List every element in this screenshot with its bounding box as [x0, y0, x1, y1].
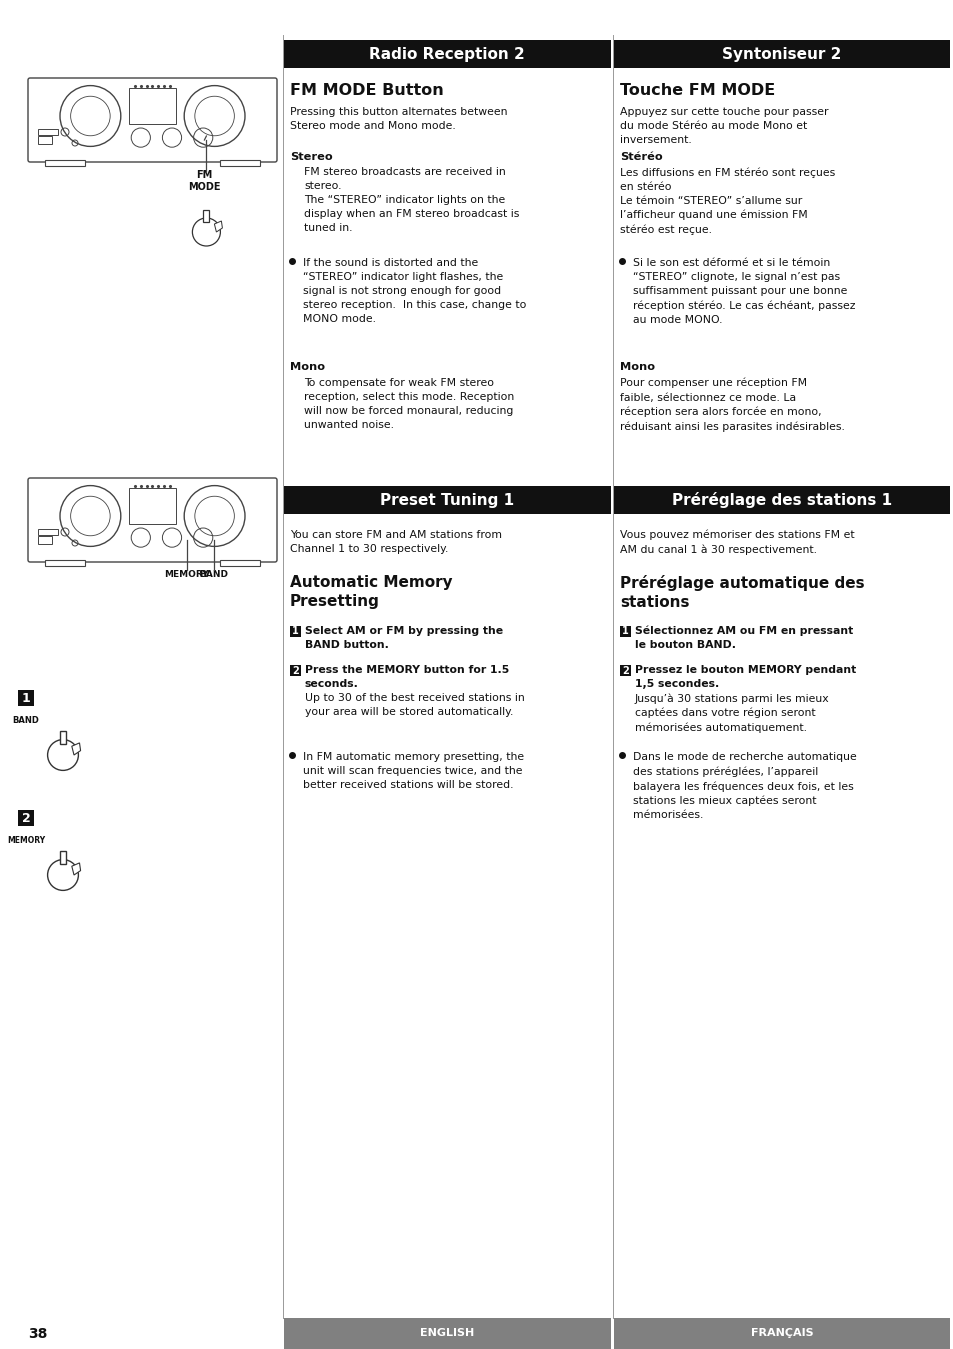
Text: BAND: BAND: [199, 571, 228, 579]
Text: Les diffusions en FM stéréo sont reçues
en stéréo
Le témoin “STEREO” s’allume su: Les diffusions en FM stéréo sont reçues …: [619, 167, 835, 235]
Text: To compensate for weak FM stereo
reception, select this mode. Reception
will now: To compensate for weak FM stereo recepti…: [304, 378, 514, 430]
Text: If the sound is distorted and the
“STEREO” indicator light flashes, the
signal i: If the sound is distorted and the “STERE…: [303, 258, 526, 324]
Bar: [220, 560, 260, 567]
Bar: [614, 1318, 949, 1349]
Text: Select AM or FM by pressing the
BAND button.: Select AM or FM by pressing the BAND but…: [305, 626, 502, 650]
Text: BAND: BAND: [12, 716, 39, 724]
Text: FM
MODE: FM MODE: [188, 170, 220, 192]
Bar: [45, 161, 85, 166]
FancyBboxPatch shape: [28, 478, 276, 563]
Bar: [18, 809, 34, 826]
Text: FM stereo broadcasts are received in
stereo.
The “STEREO” indicator lights on th: FM stereo broadcasts are received in ste…: [304, 167, 518, 233]
Bar: [619, 626, 630, 637]
Text: Pressing this button alternates between
Stereo mode and Mono mode.: Pressing this button alternates between …: [290, 107, 507, 131]
Bar: [284, 486, 610, 514]
Polygon shape: [60, 851, 66, 863]
Text: Radio Reception 2: Radio Reception 2: [369, 46, 524, 62]
Text: In FM automatic memory presetting, the
unit will scan frequencies twice, and the: In FM automatic memory presetting, the u…: [303, 751, 523, 791]
Bar: [38, 130, 58, 135]
Bar: [284, 40, 610, 67]
Text: Préréglage automatique des
stations: Préréglage automatique des stations: [619, 575, 863, 610]
Polygon shape: [214, 221, 222, 232]
Bar: [614, 486, 949, 514]
Text: ENGLISH: ENGLISH: [419, 1329, 474, 1338]
Text: FM MODE Button: FM MODE Button: [290, 84, 443, 98]
Polygon shape: [71, 743, 80, 755]
Text: Si le son est déformé et si le témoin
“STEREO” clignote, le signal n’est pas
suf: Si le son est déformé et si le témoin “S…: [633, 258, 855, 325]
Text: Sélectionnez AM ou FM en pressant
le bouton BAND.: Sélectionnez AM ou FM en pressant le bou…: [635, 626, 852, 650]
Polygon shape: [71, 863, 80, 876]
Text: Préréglage des stations 1: Préréglage des stations 1: [671, 492, 891, 509]
Text: Mono: Mono: [290, 362, 325, 372]
Bar: [38, 136, 52, 144]
Text: Pressez le bouton MEMORY pendant
1,5 secondes.: Pressez le bouton MEMORY pendant 1,5 sec…: [635, 665, 856, 689]
Text: You can store FM and AM stations from
Channel 1 to 30 respectively.: You can store FM and AM stations from Ch…: [290, 530, 501, 554]
Text: Mono: Mono: [619, 362, 655, 372]
Bar: [129, 488, 176, 523]
Bar: [619, 665, 630, 676]
Bar: [614, 40, 949, 67]
FancyBboxPatch shape: [28, 78, 276, 162]
Text: 38: 38: [28, 1326, 48, 1341]
Bar: [284, 1318, 610, 1349]
Text: Appuyez sur cette touche pour passer
du mode Stéréo au mode Mono et
inversement.: Appuyez sur cette touche pour passer du …: [619, 107, 827, 144]
Bar: [18, 689, 34, 706]
Text: 2: 2: [621, 665, 628, 676]
Text: Up to 30 of the best received stations in
your area will be stored automatically: Up to 30 of the best received stations i…: [305, 693, 524, 718]
Polygon shape: [203, 210, 209, 223]
Text: Automatic Memory
Presetting: Automatic Memory Presetting: [290, 575, 452, 608]
Text: Jusqu’à 30 stations parmi les mieux
captées dans votre région seront
mémorisées : Jusqu’à 30 stations parmi les mieux capt…: [635, 693, 829, 733]
Text: MEMORY: MEMORY: [164, 571, 209, 579]
Text: Stereo: Stereo: [290, 152, 333, 162]
Polygon shape: [60, 731, 66, 745]
Text: 2: 2: [22, 812, 30, 824]
Text: 1: 1: [292, 626, 298, 637]
Bar: [38, 529, 58, 536]
Bar: [220, 161, 260, 166]
Bar: [290, 665, 301, 676]
Text: Syntoniseur 2: Syntoniseur 2: [721, 46, 841, 62]
Text: Dans le mode de recherche automatique
des stations préréglées, l’appareil
balaye: Dans le mode de recherche automatique de…: [633, 751, 856, 820]
Bar: [129, 88, 176, 124]
Bar: [290, 626, 301, 637]
Text: FRANÇAIS: FRANÇAIS: [750, 1329, 813, 1338]
Text: 1: 1: [22, 692, 30, 704]
Text: Preset Tuning 1: Preset Tuning 1: [379, 492, 514, 507]
Text: Pour compenser une réception FM
faible, sélectionnez ce mode. La
réception sera : Pour compenser une réception FM faible, …: [619, 378, 844, 432]
Text: Press the MEMORY button for 1.5
seconds.: Press the MEMORY button for 1.5 seconds.: [305, 665, 509, 689]
Text: 1: 1: [621, 626, 628, 637]
Text: MEMORY: MEMORY: [7, 836, 45, 844]
Text: 2: 2: [292, 665, 298, 676]
Text: Touche FM MODE: Touche FM MODE: [619, 84, 775, 98]
Text: Stéréo: Stéréo: [619, 152, 662, 162]
Text: Vous pouvez mémoriser des stations FM et
AM du canal 1 à 30 respectivement.: Vous pouvez mémoriser des stations FM et…: [619, 530, 854, 556]
Bar: [45, 560, 85, 567]
Bar: [38, 536, 52, 544]
